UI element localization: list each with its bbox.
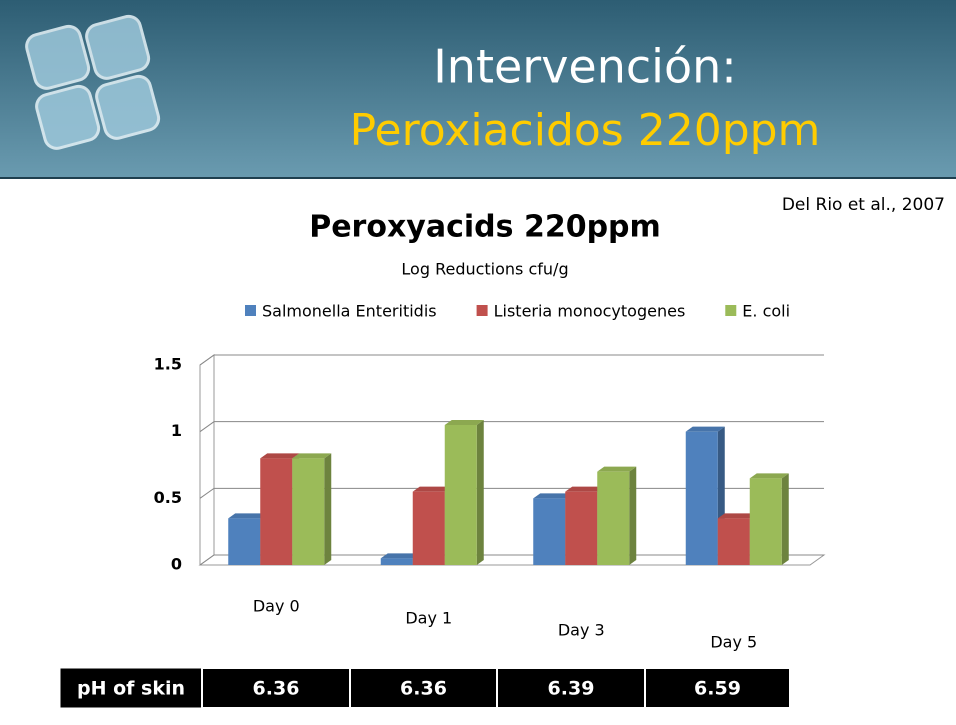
bar-top [685,426,725,432]
legend-swatch [476,305,488,316]
slide-title: Intervención: [433,40,737,94]
bar [717,518,750,565]
bar-top [260,453,300,459]
x-tick-label: Day 5 [710,633,757,652]
legend-swatch [725,305,737,316]
table-cell [644,667,791,709]
ph-table: pH of skin 6.36 6.36 6.39 6.59 [59,667,791,709]
y-tick-label: 0 [171,555,182,574]
table-cell [59,667,203,709]
y-tick-label: 1.5 [154,355,182,374]
table-value: 6.36 [253,678,300,700]
bar-top [717,513,757,519]
bar-side [324,453,332,565]
legend-label: Salmonella Enteritidis [262,302,437,321]
y-tick-label: 1 [171,421,182,440]
x-tick-label: Day 1 [405,609,452,628]
table-value: 6.36 [400,678,447,700]
bar-top [597,466,637,472]
bar [565,491,598,565]
chart: Salmonella Enteritidis Listeria monocytog… [154,302,826,652]
bar [228,518,261,565]
bar-side [476,420,484,565]
bar-top [565,486,605,492]
table-cell [201,667,351,709]
bar [533,498,566,565]
table-header: pH of skin [77,678,185,700]
bar-top [292,453,332,459]
table-cell [349,667,498,709]
bar-top [444,420,484,425]
bar [412,491,445,565]
bar [749,478,782,565]
bar [444,425,477,565]
bar-side [781,473,789,565]
grid-line [199,354,824,366]
chart-subtitle: Log Reductions cfu/g [401,260,568,279]
citation: Del Rio et al., 2007 [782,195,945,215]
grid-line [199,421,824,433]
legend-label: E. coli [742,302,790,321]
slide-subtitle: Peroxiacidos 220ppm [350,105,821,156]
table-cell [496,667,646,709]
bar-top [228,513,268,519]
bar [685,431,718,565]
bar-top [533,493,573,499]
bar [597,471,630,565]
x-tick-label: Day 0 [253,597,300,616]
table-value: 6.39 [548,678,595,700]
bar [380,558,413,565]
x-tick-label: Day 3 [558,621,605,640]
puzzle-icon [25,14,161,150]
header-band [0,0,956,178]
bar-top [412,486,452,492]
y-tick-label: 0.5 [154,488,182,507]
bar [260,458,293,565]
bar-top [380,553,420,559]
chart-title: Peroxyacids 220ppm [309,210,661,245]
table-value: 6.59 [694,678,741,700]
legend-label: Listeria monocytogenes [494,302,686,321]
legend-swatch [245,305,256,316]
bar [292,458,325,565]
bar-side [629,466,637,565]
bar-top [749,473,789,479]
